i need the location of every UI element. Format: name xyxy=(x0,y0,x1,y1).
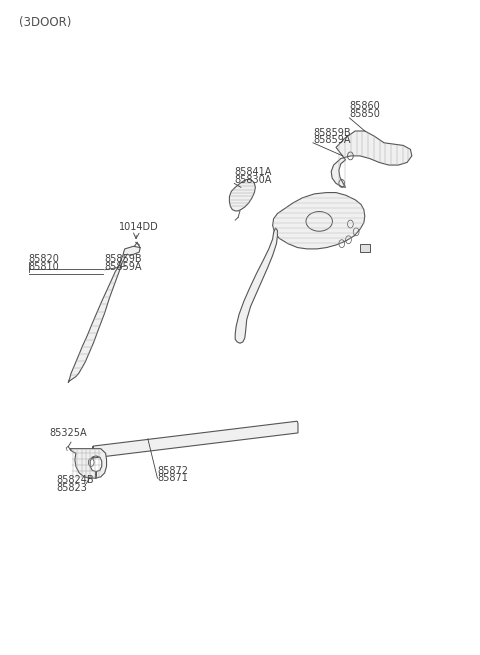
Text: 85810: 85810 xyxy=(29,262,60,272)
Polygon shape xyxy=(235,228,277,343)
Polygon shape xyxy=(273,193,365,249)
Text: 85823: 85823 xyxy=(57,483,87,493)
Text: 85859A: 85859A xyxy=(105,262,142,272)
Text: 85859B: 85859B xyxy=(105,254,142,264)
Text: 85872: 85872 xyxy=(157,466,189,476)
Text: 85820: 85820 xyxy=(29,254,60,264)
Text: 85841A: 85841A xyxy=(234,167,272,177)
Polygon shape xyxy=(331,131,412,187)
Text: 85859A: 85859A xyxy=(313,136,350,145)
Polygon shape xyxy=(70,449,107,478)
Text: 85830A: 85830A xyxy=(234,175,272,185)
Text: 85824B: 85824B xyxy=(57,475,94,485)
Polygon shape xyxy=(93,421,298,458)
Text: 85859B: 85859B xyxy=(313,128,350,138)
Text: 85871: 85871 xyxy=(157,474,188,483)
Text: (3DOOR): (3DOOR) xyxy=(19,16,72,29)
Polygon shape xyxy=(360,244,370,252)
Text: 85325A: 85325A xyxy=(49,428,86,438)
Text: 85850: 85850 xyxy=(349,109,380,119)
Polygon shape xyxy=(229,179,255,211)
Polygon shape xyxy=(68,246,140,383)
Text: 85860: 85860 xyxy=(349,102,380,111)
Text: 1014DD: 1014DD xyxy=(120,222,159,232)
